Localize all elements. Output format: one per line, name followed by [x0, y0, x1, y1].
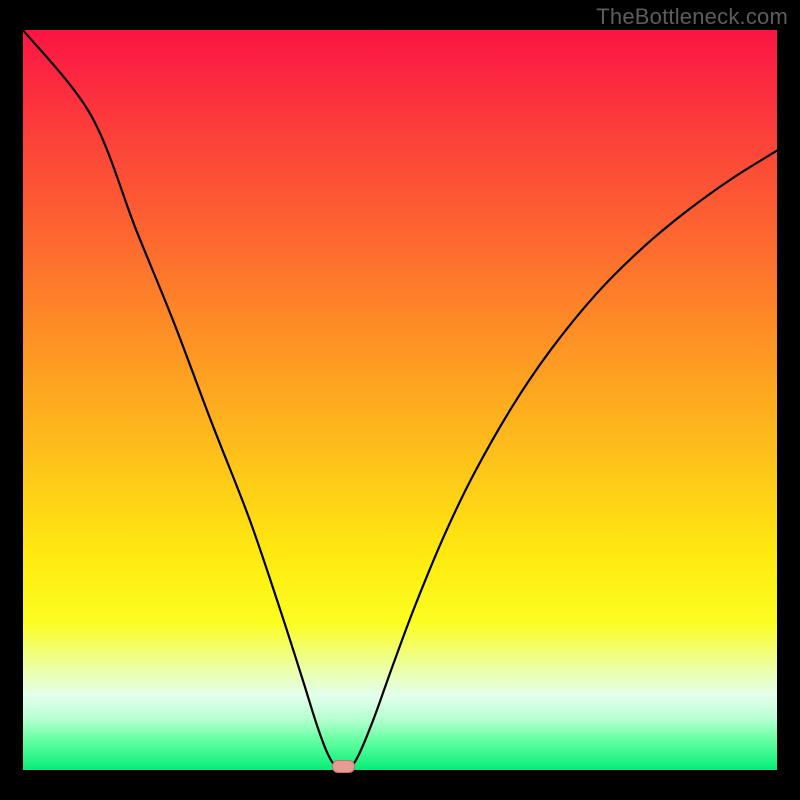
- bottleneck-curve: [0, 0, 800, 800]
- minimum-marker: [332, 760, 355, 773]
- plot-area: [0, 0, 800, 800]
- watermark-text: TheBottleneck.com: [596, 4, 788, 30]
- chart-container: { "source_watermark": { "text": "TheBott…: [0, 0, 800, 800]
- curve-path: [23, 30, 777, 770]
